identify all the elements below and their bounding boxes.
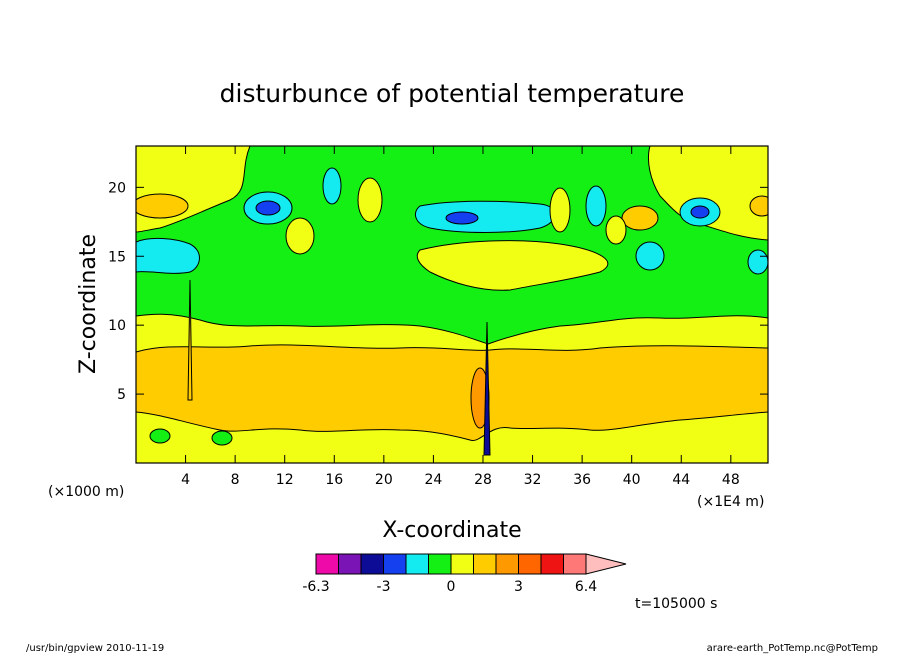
field-yellow-arc-d — [605, 215, 627, 245]
field-cyan-b — [322, 167, 342, 205]
x-tick-label: 44 — [672, 472, 690, 488]
x-tick-label: 36 — [573, 472, 591, 488]
y-tick-label: 15 — [108, 249, 126, 265]
colorbar-swatch — [405, 553, 429, 575]
footer-left: /usr/bin/gpview 2010-11-19 — [26, 643, 164, 654]
colorbar-tick-labels: -6.3 -3 0 3 6.4 — [302, 579, 597, 595]
x-axis: 4 8 12 16 20 24 28 32 36 40 44 48 — [181, 146, 740, 488]
field-orange-top-left — [136, 193, 189, 219]
colorbar-tick-label: 3 — [514, 579, 523, 595]
y-tick-label: 20 — [108, 180, 126, 196]
x-tick-label: 20 — [375, 472, 393, 488]
colorbar-swatch — [540, 553, 564, 575]
field-yellow-arc-a — [285, 217, 315, 255]
field-yellow-arc-c — [549, 187, 571, 233]
x-unit-label: (×1E4 m) — [697, 494, 764, 510]
colorbar-swatch — [473, 553, 497, 575]
field-spike-center — [483, 321, 491, 456]
y-unit-label: (×1000 m) — [48, 484, 124, 500]
x-tick-label: 12 — [276, 472, 294, 488]
x-tick-label: 8 — [231, 472, 240, 488]
chart-title: disturbunce of potential temperature — [220, 79, 685, 108]
field-yellow-center — [416, 240, 609, 291]
colorbar-extension — [585, 553, 627, 575]
x-tick-label: 48 — [722, 472, 740, 488]
field-cyan-f — [747, 249, 768, 275]
x-axis-label: X-coordinate — [382, 518, 521, 543]
colorbar-tick-label: -6.3 — [302, 579, 329, 595]
plot-area — [136, 146, 768, 463]
colorbar-swatch — [383, 553, 407, 575]
x-tick-label: 28 — [474, 472, 492, 488]
colorbar-tick-label: -3 — [377, 579, 391, 595]
x-tick-label: 24 — [424, 472, 442, 488]
field-orange-right — [621, 205, 659, 231]
field-orange-band — [136, 344, 768, 441]
colorbar-tick-label: 0 — [447, 579, 456, 595]
colorbar-swatch — [360, 553, 384, 575]
x-tick-label: 4 — [181, 472, 190, 488]
field-blue-a — [255, 200, 281, 216]
colorbar-swatch — [450, 553, 474, 575]
field-cyan-center — [414, 200, 556, 233]
x-tick-label: 32 — [524, 472, 542, 488]
field-cyan-d — [635, 241, 665, 271]
field-green-low-a — [149, 428, 171, 444]
field-green-low-b — [211, 430, 233, 446]
footer-right: arare-earth_PotTemp.nc@PotTemp — [707, 643, 878, 654]
colorbar — [315, 553, 627, 575]
x-tick-label: 16 — [325, 472, 343, 488]
y-axis-label: Z-coordinate — [76, 234, 101, 374]
colorbar-swatch — [563, 553, 587, 575]
y-axis: 5 10 15 20 — [108, 180, 768, 403]
y-tick-label: 5 — [117, 387, 126, 403]
colorbar-swatch — [495, 553, 519, 575]
colorbar-swatch — [428, 553, 452, 575]
y-tick-label: 10 — [108, 318, 126, 334]
x-tick-label: 40 — [623, 472, 641, 488]
field-cyan-left — [136, 237, 200, 274]
field-spike-left — [187, 279, 193, 401]
field-blue-center — [445, 211, 479, 225]
field-blue-e — [690, 205, 710, 219]
field-yellow-arc-b — [357, 177, 383, 223]
colorbar-tick-label: 6.4 — [575, 579, 597, 595]
field-cyan-c — [585, 185, 607, 227]
time-label: t=105000 s — [635, 596, 717, 612]
colorbar-swatch — [315, 553, 339, 575]
colorbar-swatch — [338, 553, 362, 575]
field-orange-far-right — [749, 195, 768, 217]
plot-frame — [135, 145, 769, 464]
colorbar-swatch — [518, 553, 542, 575]
